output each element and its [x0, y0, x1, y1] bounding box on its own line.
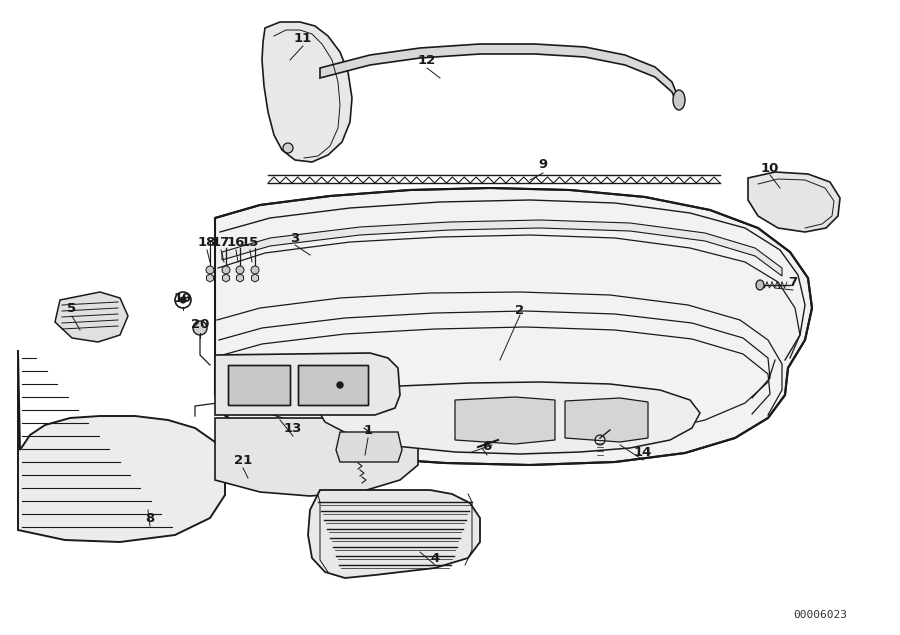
Polygon shape: [308, 490, 480, 578]
Circle shape: [337, 382, 343, 388]
Text: 13: 13: [284, 422, 302, 434]
Text: 17: 17: [212, 236, 230, 248]
Text: 19: 19: [174, 291, 192, 305]
Circle shape: [236, 266, 244, 274]
Text: 10: 10: [760, 161, 779, 175]
Text: 12: 12: [418, 53, 436, 67]
Text: 11: 11: [294, 32, 312, 44]
Polygon shape: [336, 432, 402, 462]
Text: 18: 18: [198, 236, 216, 248]
Text: 1: 1: [364, 424, 373, 436]
Circle shape: [193, 321, 207, 335]
Text: 9: 9: [538, 159, 547, 171]
Polygon shape: [318, 382, 700, 454]
Text: 4: 4: [430, 552, 439, 565]
Text: 5: 5: [68, 302, 76, 314]
Text: 15: 15: [241, 236, 259, 248]
Polygon shape: [18, 350, 225, 542]
Text: 6: 6: [482, 441, 491, 453]
Text: 3: 3: [291, 232, 300, 244]
Polygon shape: [215, 353, 400, 415]
Circle shape: [222, 266, 230, 274]
Polygon shape: [55, 292, 128, 342]
Polygon shape: [565, 398, 648, 442]
Ellipse shape: [673, 90, 685, 110]
Circle shape: [180, 297, 186, 303]
Text: 8: 8: [146, 512, 155, 525]
Text: 2: 2: [516, 304, 525, 316]
Circle shape: [206, 266, 214, 274]
Polygon shape: [222, 220, 782, 276]
Polygon shape: [298, 365, 368, 405]
Circle shape: [283, 143, 293, 153]
Text: 7: 7: [788, 276, 797, 288]
Text: 20: 20: [191, 319, 209, 331]
Text: 00006023: 00006023: [793, 610, 847, 620]
Polygon shape: [215, 188, 812, 465]
Polygon shape: [215, 418, 418, 496]
Polygon shape: [455, 397, 555, 444]
Polygon shape: [228, 365, 290, 405]
Polygon shape: [320, 44, 678, 107]
Text: 14: 14: [634, 446, 652, 460]
Polygon shape: [748, 172, 840, 232]
Polygon shape: [262, 22, 352, 162]
Text: 16: 16: [227, 236, 245, 248]
Ellipse shape: [756, 280, 764, 290]
Text: 21: 21: [234, 453, 252, 467]
Circle shape: [251, 266, 259, 274]
